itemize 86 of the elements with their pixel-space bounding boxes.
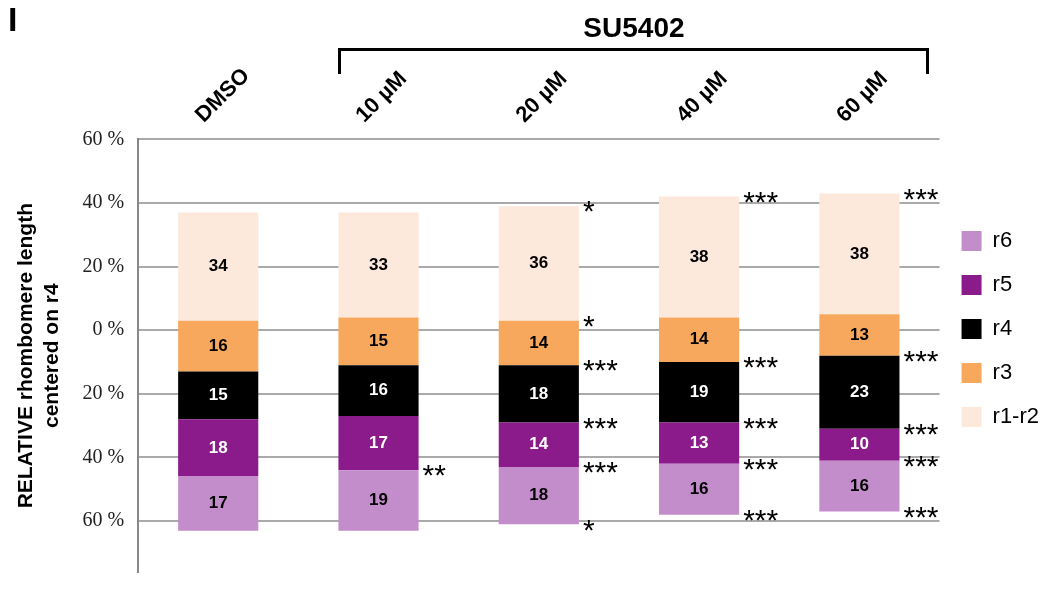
legend-label: r5 <box>992 271 1013 297</box>
annotation: *** <box>903 448 939 482</box>
annotation: *** <box>582 410 619 444</box>
bar <box>819 314 900 356</box>
annotation: *** <box>743 410 779 444</box>
data-label: 18 <box>529 383 549 403</box>
bar <box>338 212 419 318</box>
data-label: 19 <box>689 381 709 401</box>
annotation: *** <box>903 181 939 215</box>
y-tick-label: 20 % <box>82 381 125 404</box>
data-label: 19 <box>369 490 388 510</box>
y-tick-label: 60 % <box>82 126 125 149</box>
data-label: 16 <box>689 478 709 498</box>
y-axis-title: RELATIVE rhombomere length centered on r4 <box>13 203 62 509</box>
x-tick-label: 20 µM <box>510 65 572 127</box>
data-label: 23 <box>849 381 869 401</box>
data-label: 10 <box>849 434 869 454</box>
legend-label: r3 <box>992 359 1013 385</box>
data-label: 13 <box>849 324 869 344</box>
data-label: 13 <box>689 432 709 452</box>
annotation: *** <box>743 184 779 218</box>
bar <box>659 362 740 423</box>
bar <box>498 365 579 423</box>
bar <box>178 212 259 321</box>
annotation: *** <box>582 353 619 387</box>
data-label: 38 <box>689 246 709 266</box>
data-label: 16 <box>208 335 228 355</box>
legend-label: r4 <box>992 315 1013 341</box>
annotation: ** <box>422 458 447 492</box>
bar <box>338 365 419 417</box>
text: I <box>8 0 18 39</box>
bar <box>338 317 419 366</box>
bar <box>498 206 579 321</box>
data-label: 16 <box>849 475 869 495</box>
annotation: *** <box>903 417 939 451</box>
y-tick-label: 60 % <box>82 508 125 531</box>
data-label: 38 <box>849 243 869 263</box>
bar <box>178 371 259 420</box>
data-label: 15 <box>369 331 388 351</box>
bar <box>178 476 259 531</box>
y-tick-label: 20 % <box>82 253 125 276</box>
y-tick-label: 40 % <box>82 444 125 467</box>
bar <box>498 422 579 468</box>
data-label: 14 <box>529 434 549 454</box>
bar <box>659 317 740 363</box>
bar <box>178 419 259 477</box>
bar <box>659 463 740 515</box>
y-tick-label: 40 % <box>82 190 125 213</box>
bar <box>819 428 900 461</box>
bar <box>498 467 579 525</box>
annotation: *** <box>903 499 939 533</box>
data-label: 16 <box>369 380 388 400</box>
bar <box>659 196 740 318</box>
annotation: *** <box>743 350 779 384</box>
x-tick-label: 40 µM <box>670 65 732 127</box>
data-label: 14 <box>689 329 710 349</box>
text: SU5402 <box>582 12 686 44</box>
bar <box>819 193 900 315</box>
y-tick-label: 0 % <box>92 317 125 340</box>
legend-label: r6 <box>992 227 1013 253</box>
data-label: 18 <box>529 485 549 505</box>
legend-label: r1-r2 <box>992 403 1039 429</box>
annotation: * <box>582 194 595 228</box>
bar <box>338 470 419 531</box>
bar <box>338 416 419 471</box>
annotation: *** <box>582 455 619 489</box>
annotation: *** <box>743 503 779 536</box>
data-label: 33 <box>369 254 388 274</box>
annotation: * <box>582 512 595 546</box>
data-label: 17 <box>208 493 228 513</box>
x-tick-label: 60 µM <box>830 65 893 127</box>
data-label: 18 <box>208 437 228 457</box>
data-label: 17 <box>369 432 388 452</box>
x-tick-label: 10 µM <box>349 65 412 127</box>
bar <box>659 422 740 464</box>
annotation: *** <box>903 343 939 377</box>
annotation: * <box>582 308 595 342</box>
data-label: 14 <box>529 332 549 352</box>
data-label: 34 <box>208 256 229 276</box>
bar <box>819 460 900 512</box>
bar <box>498 320 579 366</box>
bar <box>819 355 900 429</box>
data-label: 36 <box>529 253 549 273</box>
bar <box>178 320 259 372</box>
annotation: *** <box>743 452 779 486</box>
data-label: 15 <box>208 385 228 405</box>
